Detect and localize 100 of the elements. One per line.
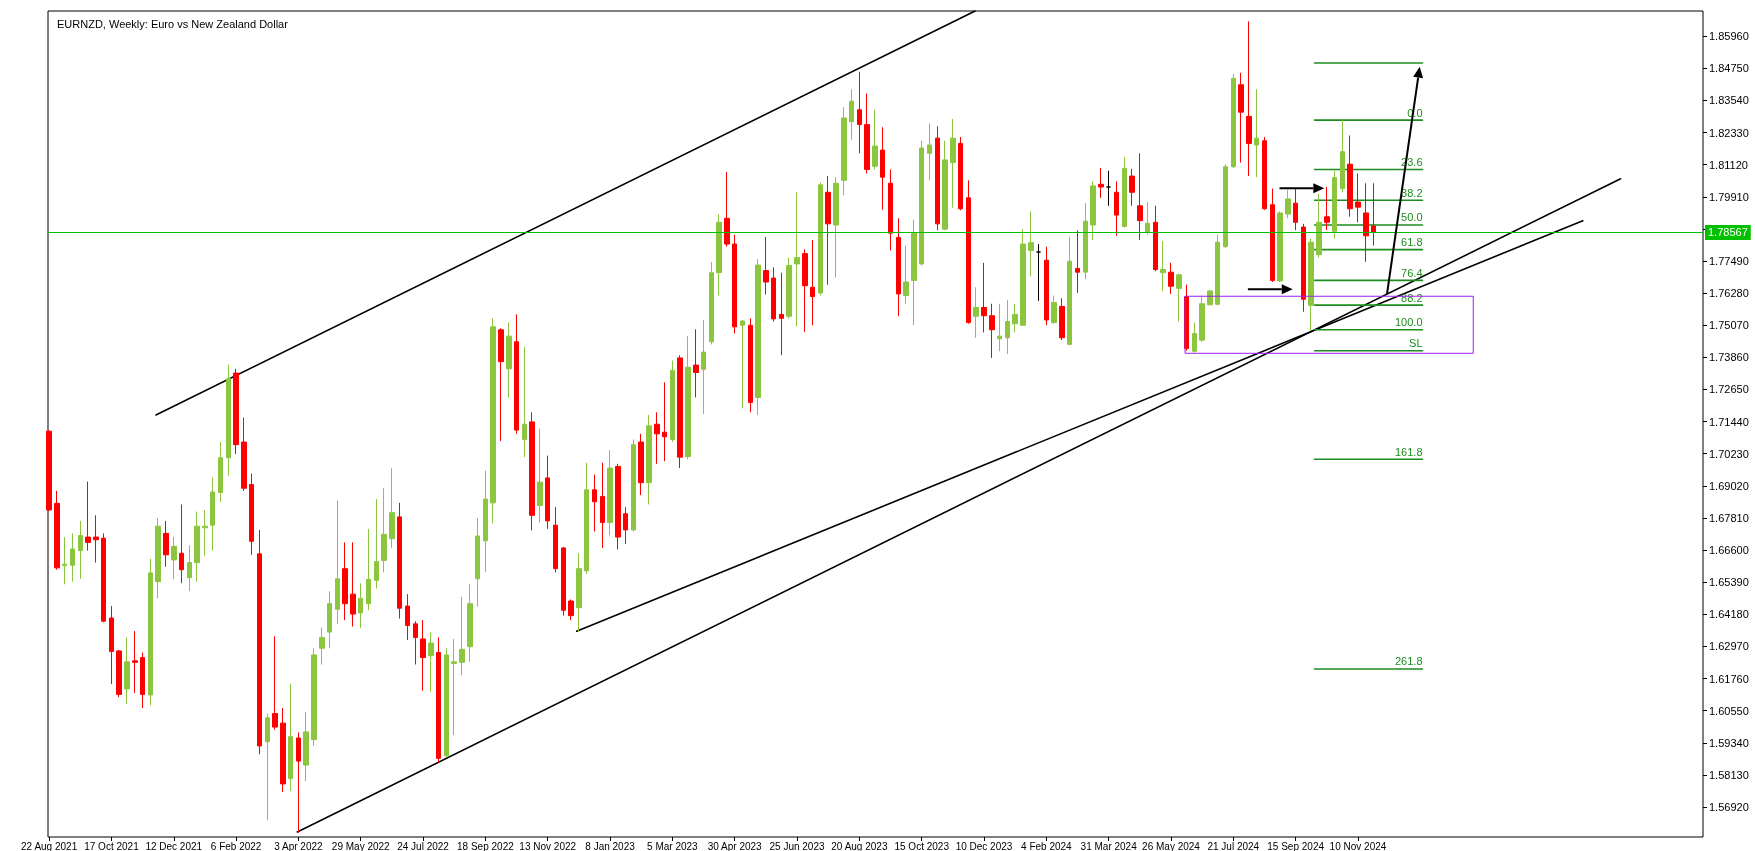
candlestick: [732, 234, 737, 334]
candlestick: [701, 319, 706, 415]
candlestick: [397, 502, 402, 620]
candlestick: [537, 428, 543, 523]
candlestick: [1090, 180, 1096, 241]
series-label: 50.0: [1401, 211, 1423, 224]
candlestick: [950, 118, 956, 209]
candlestick: [381, 487, 387, 573]
candlestick: [459, 596, 465, 676]
candlestick: [1106, 170, 1111, 207]
candlestick: [755, 258, 761, 416]
candlestick: [677, 354, 683, 469]
candlestick: [973, 286, 979, 339]
candlestick: [436, 636, 441, 763]
candlestick: [171, 536, 177, 580]
candlestick: [296, 731, 301, 834]
candlestick: [1340, 119, 1345, 193]
x-tick-label: 21 Jul 2024: [1207, 840, 1260, 851]
candlestick: [825, 175, 831, 286]
candlestick: [467, 583, 473, 663]
candlestick: [1036, 243, 1041, 302]
candlestick: [374, 498, 379, 590]
x-tick-label: 18 Sep 2022: [457, 840, 515, 851]
x-tick-label: 4 Feb 2024: [1021, 840, 1073, 851]
y-tick-label: 1.65390: [1709, 576, 1749, 589]
candlestick: [85, 481, 91, 552]
candlestick: [1051, 295, 1057, 325]
candlestick: [1020, 228, 1026, 327]
candlestick: [451, 638, 457, 736]
series-label: 261.8: [1395, 655, 1423, 668]
candlestick: [116, 649, 122, 698]
x-tick-label: 8 Jan 2023: [585, 840, 636, 851]
candlestick: [1285, 189, 1291, 219]
y-tick-label: 1.81120: [1709, 158, 1748, 171]
candlestick: [857, 71, 862, 154]
candlestick: [405, 593, 410, 641]
candlestick: [794, 191, 800, 327]
candlestick: [786, 257, 792, 319]
candlestick: [226, 364, 231, 477]
candlestick: [748, 317, 753, 413]
y-tick-label: 1.66600: [1709, 544, 1749, 557]
y-tick-label: 1.59340: [1709, 736, 1749, 749]
candlestick: [1262, 136, 1267, 211]
candlestick: [685, 335, 691, 460]
candlestick: [1363, 182, 1369, 263]
candlestick: [132, 630, 138, 694]
candlestick: [366, 528, 371, 611]
ref-line-label: 1.78567: [1708, 226, 1748, 239]
candlestick: [210, 476, 215, 552]
candlestick: [498, 327, 504, 442]
candlestick: [1129, 168, 1135, 207]
candlestick: [802, 248, 808, 333]
candlestick: [187, 544, 192, 592]
candlestick: [109, 605, 114, 685]
candlestick: [506, 322, 512, 398]
candlestick: [1308, 237, 1314, 332]
candlestick: [1075, 229, 1080, 294]
candlestick: [607, 449, 613, 536]
candlestick: [202, 509, 208, 557]
candlestick: [358, 582, 363, 629]
candlestick: [919, 140, 924, 267]
candlestick: [942, 140, 948, 231]
x-tick-label: 15 Oct 2023: [894, 840, 950, 851]
candlestick: [1207, 289, 1213, 306]
series-label: 38.2: [1401, 186, 1423, 199]
candlestick: [1137, 152, 1143, 241]
candlestick: [1012, 303, 1018, 333]
candlestick: [693, 328, 699, 398]
candlestick: [288, 683, 293, 792]
candlestick: [155, 517, 161, 599]
candlestick: [989, 303, 995, 359]
candlestick: [1176, 273, 1182, 323]
candlestick: [1347, 134, 1353, 218]
x-tick-label: 25 Jun 2023: [769, 840, 825, 851]
candlestick: [1316, 193, 1322, 259]
candlestick: [818, 181, 823, 297]
series-label: 100.0: [1395, 316, 1423, 329]
y-tick-label: 1.79910: [1709, 190, 1749, 203]
x-tick-label: 26 May 2024: [1142, 840, 1201, 851]
x-tick-label: 10 Dec 2023: [955, 840, 1013, 851]
candlestick: [218, 441, 223, 503]
candlestick: [70, 532, 75, 583]
x-tick-label: 30 Apr 2023: [707, 840, 763, 851]
candlestick: [265, 713, 270, 821]
x-tick-label: 31 Mar 2024: [1080, 840, 1138, 851]
candlestick: [194, 511, 200, 583]
candlestick: [1005, 299, 1010, 355]
candlestick: [490, 317, 496, 525]
x-tick-label: 13 Nov 2022: [519, 840, 577, 851]
candlestick: [124, 636, 130, 705]
candlestick: [646, 414, 652, 505]
candlestick: [997, 303, 1002, 352]
candlestick: [522, 346, 527, 458]
candlestick: [257, 529, 262, 755]
y-tick-label: 1.82330: [1709, 126, 1749, 139]
candlestick: [553, 506, 558, 573]
candlestick: [179, 503, 184, 584]
candlestick: [78, 520, 83, 580]
candlestick: [903, 245, 909, 305]
candlestick: [716, 213, 722, 297]
